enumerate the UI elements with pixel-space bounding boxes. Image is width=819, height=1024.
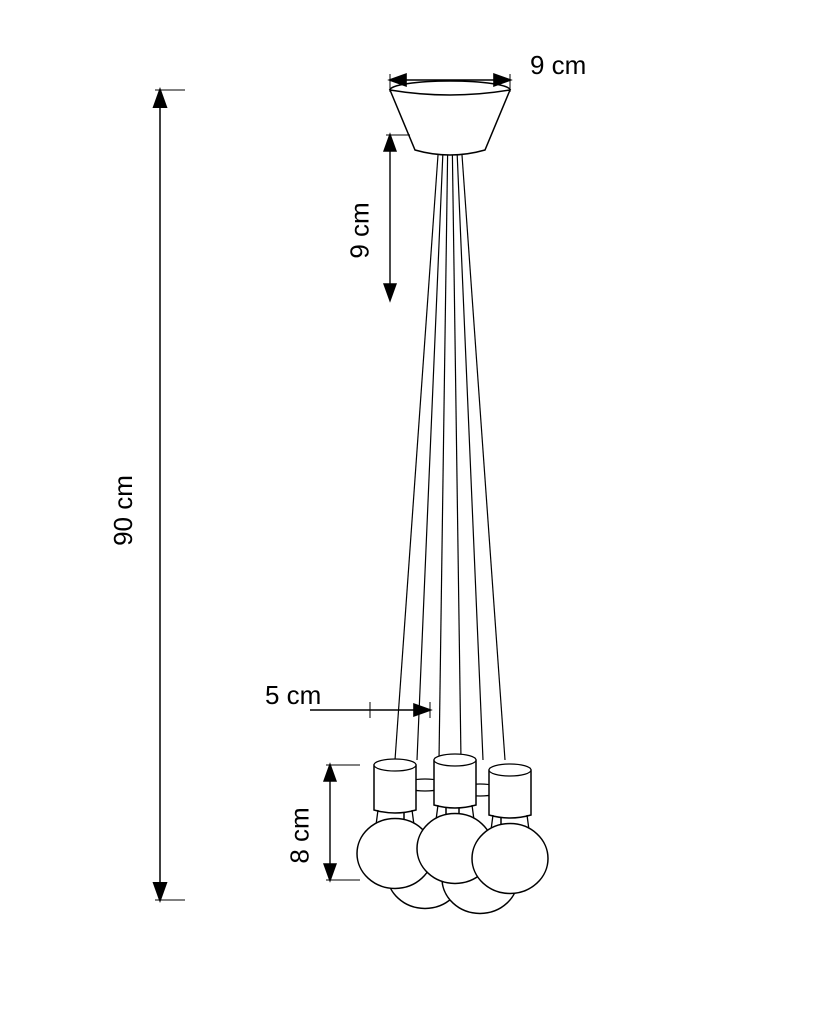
lamp-drawing <box>357 81 548 913</box>
dim-total-height: 90 cm <box>108 475 139 546</box>
dim-socket-width: 5 cm <box>265 680 321 711</box>
dim-canopy-width: 9 cm <box>530 50 586 81</box>
dim-canopy-height: 9 cm <box>345 202 376 258</box>
dim-bulb-height: 8 cm <box>285 807 316 863</box>
